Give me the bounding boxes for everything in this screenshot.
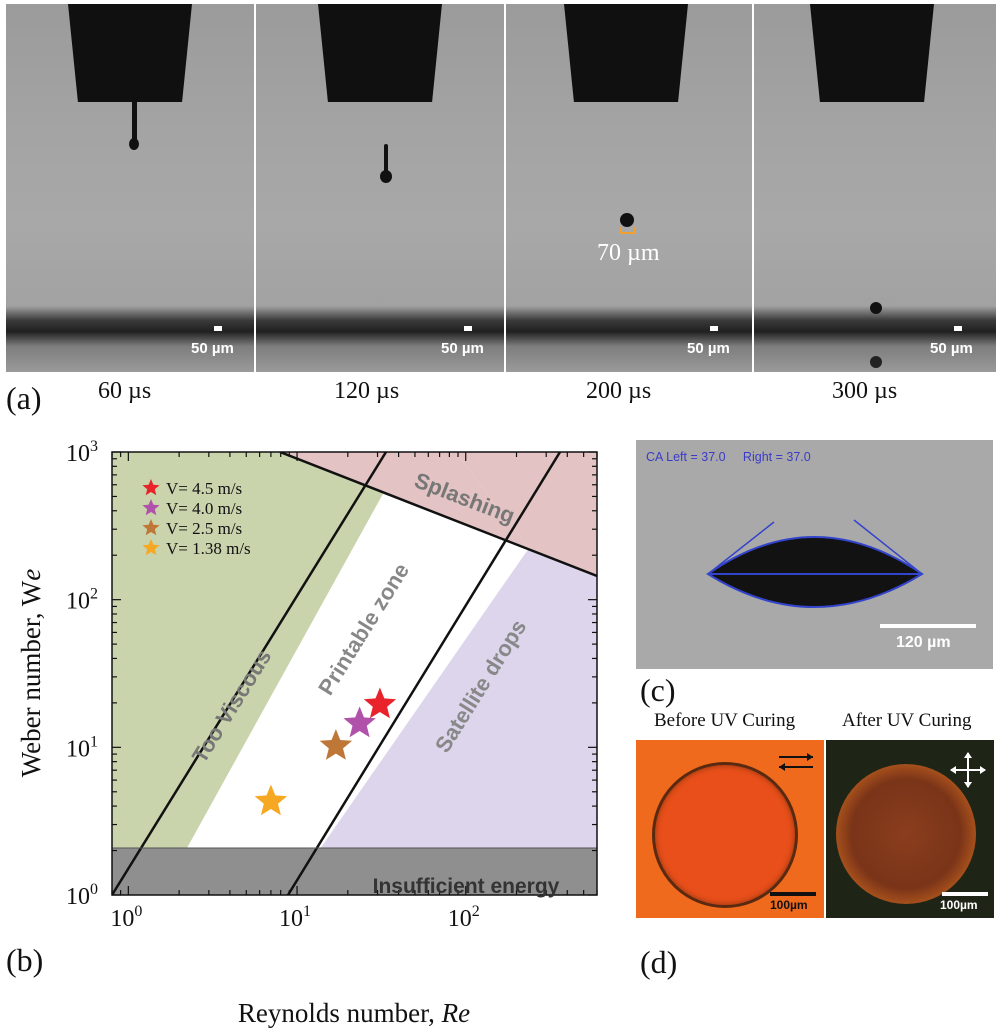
droplet (380, 170, 392, 183)
droplet (870, 302, 882, 314)
droplet (129, 138, 139, 150)
boundary-satellite (286, 452, 562, 895)
scale-label: 50 µm (191, 340, 234, 357)
x-tick-label: 102 (448, 903, 480, 932)
y-tick-label: 100 (66, 881, 98, 910)
data-points (254, 687, 397, 816)
jet-ligament (132, 100, 137, 142)
plot-frame (111, 451, 598, 896)
scale-label: 50 µm (441, 340, 484, 357)
boundary-viscous (112, 452, 388, 895)
scale-label: 50 µm (687, 340, 730, 357)
contact-angle-image: CA Left = 37.0 Right = 37.0 120 µm (636, 440, 993, 669)
nozzle (564, 4, 688, 102)
droplet-tail (384, 144, 388, 174)
scale-label: 100µm (770, 898, 808, 912)
droplet-profile (706, 519, 924, 608)
label-insufficient-energy: Insufficient energy (373, 875, 560, 898)
scale-bar (880, 624, 976, 628)
size-annotation: 70 µm (597, 240, 660, 266)
legend: V= 4.5 m/sV= 4.0 m/sV= 2.5 m/sV= 1.38 m/… (142, 479, 251, 558)
legend-label: V= 1.38 m/s (166, 539, 251, 558)
y-axis-label: Weber number, We (16, 569, 46, 777)
scale-bar (770, 892, 816, 896)
data-point-star (363, 687, 397, 719)
cross-polarizer-icon (950, 752, 986, 788)
y-tick-label: 101 (66, 733, 98, 762)
time-label-60: 60 µs (98, 378, 152, 404)
data-point-star (319, 729, 353, 760)
region-insufficient-energy (112, 848, 597, 895)
panel-d-letter: (d) (640, 944, 678, 980)
scale-label: 120 µm (896, 634, 951, 651)
time-label-200: 200 µs (586, 378, 652, 404)
panel-a-letter: (a) (6, 380, 42, 416)
nozzle (318, 4, 442, 102)
frame-300us: 50 µm (754, 4, 996, 372)
legend-star (142, 539, 160, 556)
scale-label: 50 µm (930, 340, 973, 357)
cured-drop (836, 764, 976, 904)
data-point-star (254, 784, 288, 816)
size-bracket (620, 227, 636, 234)
frame-200us: 70 µm 50 µm (506, 4, 752, 372)
legend-label: V= 4.5 m/s (166, 479, 242, 498)
nozzle (810, 4, 934, 102)
droplet (620, 213, 634, 227)
x-tick-label: 101 (279, 903, 311, 932)
scale-bar (954, 326, 962, 331)
panel-b-letter: (b) (6, 942, 44, 978)
time-label-300: 300 µs (832, 378, 898, 404)
frame-120us: 50 µm (256, 4, 504, 372)
after-uv-image: 100µm (826, 740, 994, 918)
before-uv-label: Before UV Curing (654, 710, 796, 731)
x-tick-label: 100 (110, 903, 142, 932)
scale-bar (710, 326, 718, 331)
legend-star (142, 479, 160, 496)
nozzle (68, 4, 192, 102)
region-satellite-drops (288, 548, 597, 895)
y-tick-label: 103 (66, 438, 98, 467)
legend-star (142, 499, 160, 516)
time-label-120: 120 µs (334, 378, 400, 404)
legend-label: V= 4.0 m/s (166, 499, 242, 518)
frame-60us: 50 µm (6, 4, 254, 372)
scale-bar (942, 892, 988, 896)
after-uv-label: After UV Curing (842, 710, 972, 731)
droplet-reflection (870, 356, 882, 368)
data-point-star (343, 706, 376, 738)
polarizer-arrows-icon (779, 753, 813, 771)
before-uv-image: 100µm (636, 740, 824, 918)
boundary-splashing (279, 452, 597, 578)
contact-angle-readout: CA Left = 37.0 Right = 37.0 (646, 450, 811, 464)
polymer-drop (652, 762, 798, 908)
scale-label: 100µm (940, 898, 978, 912)
legend-star (142, 519, 160, 536)
panel-c-letter: (c) (640, 672, 676, 708)
y-tick-label: 102 (66, 586, 98, 615)
axis-ticks: 100 101 102 100 101 102 103 (66, 438, 598, 932)
x-axis-label: Reynolds number, Re (238, 998, 470, 1028)
legend-label: V= 2.5 m/s (166, 519, 242, 538)
scale-bar (464, 326, 472, 331)
scale-bar (214, 326, 222, 331)
region-splashing (280, 452, 529, 548)
region-splashing-right (455, 452, 597, 576)
